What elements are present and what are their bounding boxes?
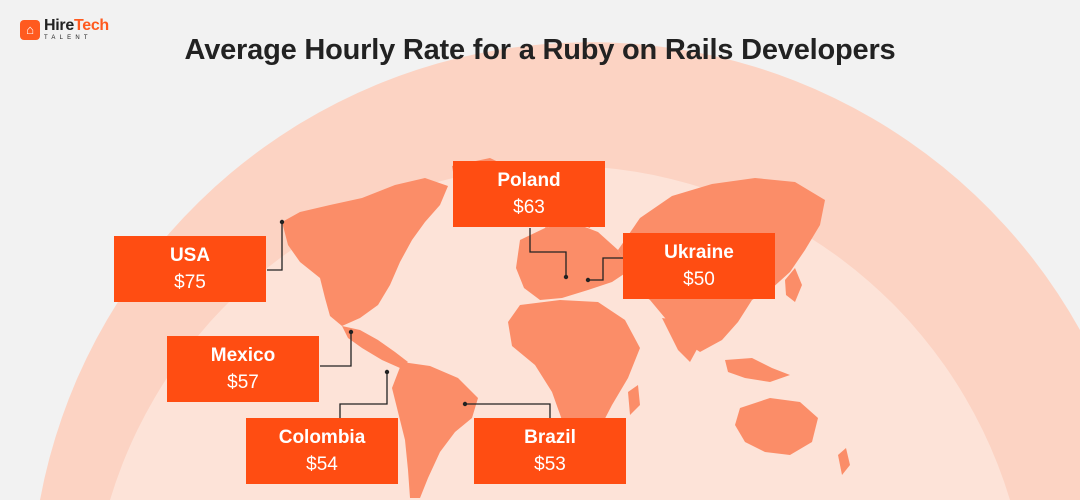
continent-japan: [785, 268, 802, 302]
rate-box-colombia: Colombia $54: [246, 418, 398, 484]
rate-value: $63: [513, 197, 545, 218]
country-label: USA: [169, 245, 211, 266]
country-label: Poland: [497, 170, 561, 191]
rate-box-usa: USA $75: [114, 236, 266, 302]
rate-value: $53: [534, 454, 566, 475]
connector-usa: [267, 222, 283, 271]
logo-wordmark: HireTech: [44, 17, 109, 34]
marker-usa: [279, 219, 285, 225]
continent-new-zealand: [838, 448, 850, 475]
marker-mexico: [348, 329, 354, 335]
continent-australia: [735, 398, 818, 455]
rate-value: $50: [683, 269, 715, 290]
hiretech-logo[interactable]: ⌂ HireTech TALENT: [20, 18, 109, 41]
country-label: Colombia: [278, 427, 366, 448]
country-label: Ukraine: [664, 242, 734, 263]
rate-value: $54: [306, 454, 338, 475]
marker-brazil: [462, 401, 468, 407]
continent-central-america: [342, 326, 408, 368]
marker-poland: [563, 274, 569, 280]
rate-value: $57: [227, 372, 259, 393]
rate-box-poland: Poland $63: [453, 161, 605, 227]
rate-box-mexico: Mexico $57: [167, 336, 319, 402]
continent-north-america: [282, 178, 448, 326]
person-badge-icon: ⌂: [20, 19, 40, 40]
connector-colombia: [339, 372, 388, 418]
continent-indonesia: [725, 358, 790, 382]
rate-value: $75: [174, 272, 206, 293]
connector-brazil: [465, 403, 551, 418]
logo-subtitle: TALENT: [44, 35, 92, 41]
country-label: Brazil: [524, 427, 576, 448]
country-label: Mexico: [210, 345, 276, 366]
continent-india: [662, 318, 702, 362]
rate-box-brazil: Brazil $53: [474, 418, 626, 484]
connector-mexico: [320, 332, 352, 367]
connector-poland: [529, 228, 567, 277]
continent-madagascar: [628, 385, 640, 415]
continent-south-america: [392, 362, 478, 498]
connector-ukraine: [588, 257, 623, 281]
marker-ukraine: [585, 277, 591, 283]
marker-colombia: [384, 369, 390, 375]
rate-box-ukraine: Ukraine $50: [623, 233, 775, 299]
page-title: Average Hourly Rate for a Ruby on Rails …: [184, 34, 896, 66]
continent-africa: [508, 300, 640, 440]
